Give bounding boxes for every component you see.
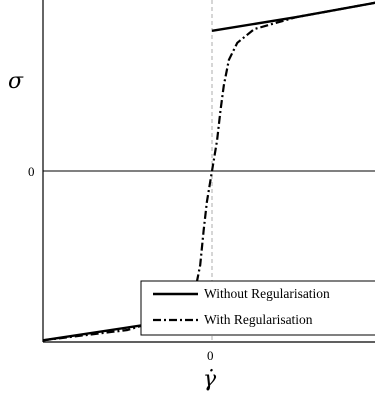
legend: Without Regularisation With Regularisati… (140, 280, 375, 336)
legend-box (140, 280, 375, 336)
x-tick-label-0: 0 (207, 348, 214, 363)
legend-label-with: With Regularisation (204, 312, 313, 327)
y-axis-label: σ (8, 69, 24, 94)
series-without-regularisation-segment-1 (211, 1, 375, 32)
legend-label-without: Without Regularisation (204, 286, 330, 301)
y-tick-label-0: 0 (28, 164, 35, 179)
x-axis-label: γ̇ (203, 367, 217, 392)
